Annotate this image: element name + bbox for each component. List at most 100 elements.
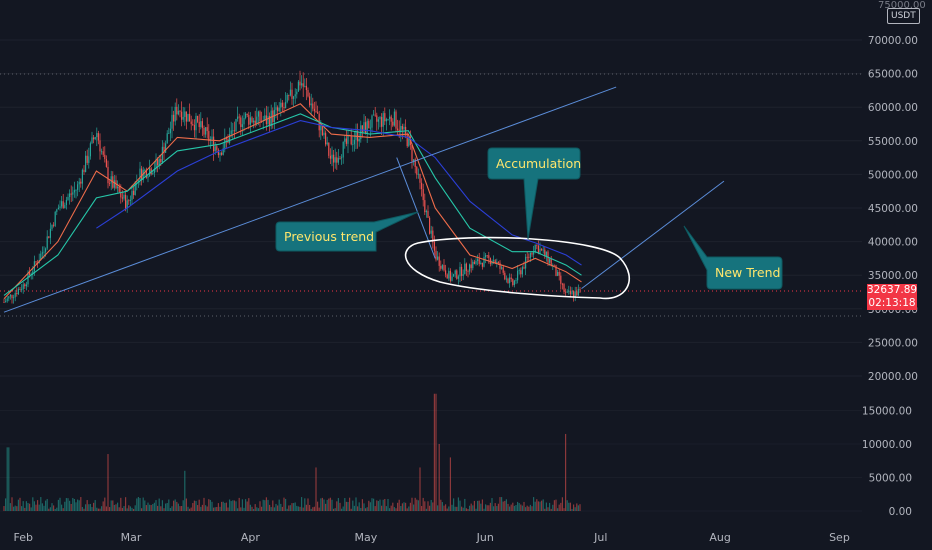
volume-bar [518,503,520,511]
candle-body [374,114,376,116]
volume-bar [147,502,149,511]
time-axis[interactable]: Feb Mar Apr May Jun Jul Aug Sep [14,531,850,544]
volume-bar [54,508,56,511]
candle-body [310,103,312,106]
volume-bar [497,503,499,511]
callout-new-trend[interactable]: New Trend [683,225,783,290]
volume-bar [65,498,67,511]
candle-body [413,159,415,162]
candle-body [361,125,363,132]
volume-bar [48,508,50,511]
volume-bar [461,506,463,511]
volume-bar [477,500,479,511]
candle-body [313,108,315,112]
volume-bar [317,501,319,511]
time-tick-label: Aug [709,531,730,544]
candle-body [229,134,231,143]
volume-bar [331,499,333,511]
candle-body [16,293,18,295]
volume-bar [81,506,83,511]
candle-body [131,190,133,200]
candle-body [88,156,90,163]
volume-bar [214,507,216,511]
candle-body [353,139,355,145]
candle-body [54,211,56,226]
callout-accumulation[interactable]: Accumulation [487,147,581,240]
candle-body [240,117,242,127]
volume-bar [525,507,527,511]
candle-body [541,248,543,251]
candle-body [365,122,367,134]
candle-body [72,192,74,195]
candle-body [425,210,427,213]
candle-body [339,158,341,159]
accumulation-ellipse[interactable] [404,236,631,300]
candle-body [32,271,34,274]
volume-bar [177,503,179,511]
volume-bar [405,502,407,511]
candle-body [93,137,95,140]
candle-body [309,96,311,106]
candle-body [363,122,365,132]
volume-bar [446,508,448,511]
currency-badge[interactable]: USDT [887,8,920,24]
volume-bar [285,498,287,511]
volume-bar [449,457,451,511]
volume-bar [149,504,151,511]
volume-bar [123,506,125,511]
candle-body [440,265,442,269]
candle-body [46,236,48,249]
candle-body [563,284,565,292]
candle-body [304,85,306,87]
candle-body [235,118,237,132]
volume-bar [560,502,562,511]
volume-bar [403,502,405,511]
candle-body [128,200,130,202]
volume-bar [73,498,75,511]
volume-bar [309,504,311,511]
volume-bar [217,503,219,511]
volume-bar [169,507,171,511]
candle-body [152,172,154,175]
candle-body [254,120,256,124]
volume-bar [368,500,370,511]
candle-body [181,111,183,120]
volume-bar [465,508,467,511]
volume-bar [113,504,115,511]
candle-body [27,272,29,285]
volume-bar [422,497,424,511]
time-tick-label: Mar [121,531,142,544]
price-tick-label: 60000.00 [868,102,918,114]
volume-bar [158,498,160,511]
candle-body [451,276,453,281]
candle-body [427,210,429,218]
volume-bar [453,498,455,511]
candle-body [576,291,578,296]
candle-body [189,113,191,122]
volume-bar [141,508,143,511]
candle-body [294,94,296,97]
volume-bar [27,503,29,511]
volume-bar [45,500,47,511]
price-tick-label: 20000.00 [868,371,918,383]
volume-bar [174,499,176,511]
candle-body [200,121,202,128]
callout-previous-trend[interactable]: Previous trend [275,211,419,252]
candle-body [67,197,69,200]
volume-bar [281,506,283,511]
volume-bar [416,499,418,511]
volume-bar [97,508,99,511]
price-axis[interactable]: 70000.00 65000.00 60000.00 55000.00 50000.00… [862,35,918,518]
volume-bar [277,505,279,511]
volume-bar [320,498,322,511]
candle-body [496,262,498,264]
candle-body [107,166,109,184]
volume-bar [89,503,91,511]
candle-body [488,255,490,258]
last-price-value: 32637.89 [867,284,918,296]
volume-bar [475,508,477,511]
candle-body [398,129,400,133]
candle-body [25,284,27,287]
candle-body [233,130,235,132]
